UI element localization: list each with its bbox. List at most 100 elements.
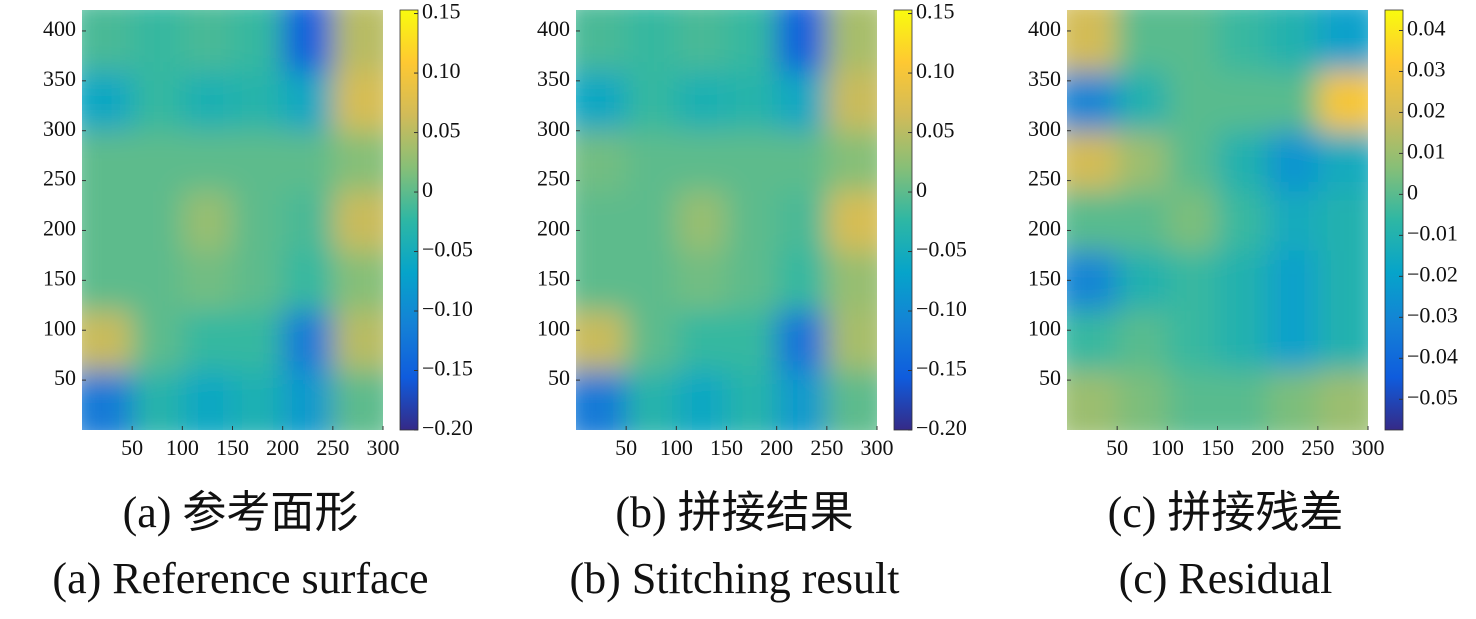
cell bbox=[626, 250, 677, 311]
y-tick-label: 400 bbox=[1028, 16, 1061, 41]
cell bbox=[726, 190, 778, 251]
cell bbox=[1167, 70, 1218, 132]
x-tick-label: 150 bbox=[710, 435, 743, 460]
cell bbox=[182, 190, 233, 251]
y-tick-label: 250 bbox=[537, 166, 570, 191]
y-tick-label: 150 bbox=[537, 265, 570, 290]
cell bbox=[626, 10, 677, 72]
cell bbox=[1067, 310, 1118, 371]
cell bbox=[232, 130, 284, 192]
cell bbox=[1117, 70, 1168, 132]
cell bbox=[576, 130, 627, 192]
y-tick-label: 250 bbox=[1028, 166, 1061, 191]
y-tick-label: 350 bbox=[1028, 66, 1061, 91]
x-tick-label: 250 bbox=[1301, 435, 1334, 460]
y-tick-label: 300 bbox=[43, 116, 76, 141]
cell bbox=[132, 190, 183, 251]
cell bbox=[1167, 190, 1218, 251]
cell bbox=[82, 70, 133, 132]
cell bbox=[576, 190, 627, 251]
colorbar-tick-label: −0.10 bbox=[422, 296, 473, 321]
cell bbox=[676, 130, 727, 192]
cell bbox=[132, 10, 183, 72]
y-tick-label: 400 bbox=[43, 16, 76, 41]
heatmap bbox=[576, 10, 877, 430]
x-tick-label: 100 bbox=[1151, 435, 1184, 460]
cell bbox=[676, 310, 727, 371]
colorbar bbox=[399, 9, 419, 431]
cell bbox=[676, 10, 727, 72]
cell bbox=[332, 130, 383, 192]
colorbar-tick-label: −0.05 bbox=[1407, 384, 1458, 409]
cell bbox=[776, 310, 828, 371]
cell bbox=[1067, 370, 1118, 430]
cell bbox=[1067, 70, 1118, 132]
cell bbox=[826, 190, 877, 251]
cell bbox=[726, 250, 778, 311]
cell bbox=[776, 70, 828, 132]
x-tick-label: 300 bbox=[861, 435, 894, 460]
x-tick-label: 250 bbox=[810, 435, 843, 460]
x-tick-label: 150 bbox=[1201, 435, 1234, 460]
cell bbox=[776, 250, 828, 311]
cell bbox=[576, 10, 627, 72]
cell bbox=[1267, 190, 1319, 251]
colorbar-tick-label: −0.05 bbox=[422, 237, 473, 262]
cell bbox=[1117, 190, 1168, 251]
colorbar-tick-label: −0.15 bbox=[422, 356, 473, 381]
colorbar-tick-label: 0.04 bbox=[1407, 16, 1446, 41]
cell bbox=[1317, 370, 1368, 430]
colorbar-tick-label: 0.10 bbox=[916, 58, 955, 83]
colorbar-tick-label: 0.05 bbox=[916, 118, 955, 143]
cell bbox=[332, 370, 383, 430]
cell bbox=[1267, 130, 1319, 192]
cell bbox=[1267, 310, 1319, 371]
y-tick-label: 100 bbox=[1028, 315, 1061, 340]
cell bbox=[82, 370, 133, 430]
heatmap-cells bbox=[576, 10, 877, 430]
cell bbox=[1117, 370, 1168, 430]
x-tick-label: 300 bbox=[1352, 435, 1385, 460]
colorbar-tick-label: 0.15 bbox=[422, 0, 461, 24]
cell bbox=[332, 10, 383, 72]
cell bbox=[1067, 10, 1118, 72]
y-tick-label: 50 bbox=[548, 365, 570, 390]
y-tick-label: 350 bbox=[537, 66, 570, 91]
cell bbox=[182, 310, 233, 371]
y-tick-label: 100 bbox=[43, 315, 76, 340]
cell bbox=[626, 130, 677, 192]
cell bbox=[676, 250, 727, 311]
cell bbox=[182, 10, 233, 72]
cell bbox=[1167, 10, 1218, 72]
caption-en: (c) Residual bbox=[1119, 554, 1333, 603]
colorbar-tick-label: −0.20 bbox=[916, 415, 967, 440]
x-tick-label: 300 bbox=[367, 435, 400, 460]
y-tick-label: 150 bbox=[43, 265, 76, 290]
cell bbox=[1267, 70, 1319, 132]
x-tick-label: 250 bbox=[316, 435, 349, 460]
cell bbox=[1217, 10, 1269, 72]
cell bbox=[182, 370, 233, 430]
cell bbox=[282, 250, 334, 311]
colorbar-tick-label: −0.15 bbox=[916, 356, 967, 381]
x-tick-label: 200 bbox=[760, 435, 793, 460]
cell bbox=[282, 70, 334, 132]
cell bbox=[232, 310, 284, 371]
cell bbox=[776, 190, 828, 251]
y-tick-label: 400 bbox=[537, 16, 570, 41]
x-tick-label: 100 bbox=[166, 435, 199, 460]
cell bbox=[132, 130, 183, 192]
y-tick-label: 250 bbox=[43, 166, 76, 191]
caption-cn: (c) 拼接残差 bbox=[1108, 488, 1344, 537]
cell bbox=[1217, 310, 1269, 371]
x-tick-label: 150 bbox=[216, 435, 249, 460]
colorbar-tick-label: 0.05 bbox=[422, 118, 461, 143]
cell bbox=[1317, 70, 1368, 132]
cell bbox=[826, 250, 877, 311]
cell bbox=[332, 70, 383, 132]
cell bbox=[232, 250, 284, 311]
y-tick-label: 350 bbox=[43, 66, 76, 91]
y-tick-label: 300 bbox=[537, 116, 570, 141]
x-tick-label: 200 bbox=[266, 435, 299, 460]
cell bbox=[1217, 370, 1269, 430]
